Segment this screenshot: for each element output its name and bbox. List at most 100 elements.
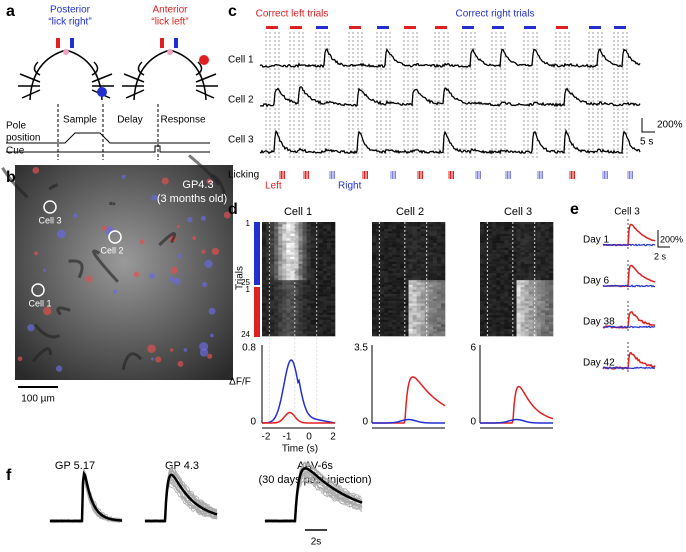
- heatmap-cell: [372, 291, 377, 295]
- heatmap-cell: [318, 312, 324, 316]
- heatmap-cell: [274, 331, 279, 334]
- heatmap-cell: [408, 298, 413, 302]
- heatmap-cell: [496, 226, 501, 230]
- heatmap-cell: [408, 280, 413, 283]
- heatmap-cell: [318, 261, 324, 265]
- heatmap-cell: [504, 287, 509, 290]
- heatmap-cell: [376, 238, 381, 241]
- heatmap-cell: [302, 305, 307, 309]
- heatmap-cell: [548, 298, 554, 302]
- heatmap-cell: [318, 305, 324, 309]
- heatmap-cell: [500, 231, 505, 234]
- heatmap-cell: [408, 277, 413, 281]
- heatmap-cell: [480, 294, 485, 297]
- heatmap-cell: [516, 228, 521, 232]
- heatmap-cell: [440, 315, 446, 318]
- heatmap-cell: [282, 252, 287, 255]
- heatmap-cell: [282, 322, 287, 325]
- heatmap-cell: [270, 317, 275, 321]
- trial-bar: [316, 26, 328, 29]
- heatmap-cell: [492, 324, 497, 327]
- heatmap-cell: [440, 270, 446, 274]
- heatmap-cell: [376, 277, 381, 281]
- heatmap-cell: [508, 254, 513, 258]
- heatmap-cell: [432, 298, 438, 302]
- heatmap-cell: [484, 303, 489, 307]
- heatmap-cell: [266, 298, 271, 302]
- heatmap-cell: [384, 233, 389, 237]
- heatmap-cell: [392, 322, 397, 325]
- heatmap-cell: [412, 305, 417, 309]
- heatmap-cell: [480, 254, 485, 258]
- heatmap-cell: [520, 245, 525, 248]
- heatmap-cell: [508, 270, 513, 274]
- heatmap-cell: [380, 305, 385, 309]
- heatmap-cell: [548, 222, 554, 225]
- heatmap-cell: [408, 301, 413, 304]
- heatmap-cell: [432, 273, 438, 276]
- heatmap-cell: [528, 263, 534, 267]
- heatmap-cell: [536, 298, 542, 302]
- heatmap-cell: [540, 284, 546, 288]
- heatmap-cell: [536, 231, 542, 234]
- heatmap-cell: [400, 249, 405, 253]
- heatmap-cell: [412, 261, 417, 265]
- heatmap-cell: [384, 275, 389, 279]
- heatmap-cell: [266, 273, 271, 276]
- heatmap-cell: [432, 282, 438, 286]
- heatmap-cell: [496, 224, 501, 227]
- heatmap-cell: [480, 275, 485, 279]
- heatmap-cell: [424, 315, 430, 318]
- heatmap-cell: [274, 242, 279, 246]
- heatmap-cell: [310, 254, 316, 258]
- heatmap-cell: [484, 315, 489, 318]
- heatmap-cell: [484, 266, 489, 269]
- heatmap-cell: [488, 287, 493, 290]
- heatmap-cell: [388, 273, 393, 276]
- heatmap-cell: [384, 252, 389, 255]
- heatmap-cell: [504, 326, 509, 330]
- heatmap-cell: [488, 268, 493, 272]
- vessel: [158, 232, 176, 247]
- heatmap-cell: [512, 266, 517, 269]
- heatmap-cell: [424, 303, 430, 307]
- heatmap-cell: [388, 275, 393, 279]
- heatmap-cell: [524, 252, 529, 255]
- heatmap-cell: [400, 254, 405, 258]
- heatmap-cell: [266, 256, 271, 260]
- heatmap-cell: [424, 275, 430, 279]
- heatmap-cell: [536, 322, 542, 325]
- heatmap-cell: [330, 270, 336, 274]
- heatmap-cell: [548, 226, 554, 230]
- cell-body: [206, 178, 212, 184]
- heatmap-cell: [330, 259, 336, 262]
- heatmap-cell: [480, 312, 485, 316]
- trial-tick: 1: [246, 285, 251, 294]
- heatmap-cell: [298, 331, 303, 334]
- heatmap-cell: [262, 273, 267, 276]
- heatmap-cell: [500, 287, 505, 290]
- heatmap-cell: [314, 252, 320, 255]
- heatmap-cell: [384, 333, 389, 337]
- heatmap-cell: [274, 324, 279, 327]
- heatmap-cell: [408, 261, 413, 265]
- heatmap-cell: [488, 322, 493, 325]
- left-label: Left: [265, 181, 282, 192]
- heatmap-cell: [420, 249, 426, 253]
- heatmap-cell: [548, 324, 554, 327]
- heatmap-cell: [396, 245, 401, 248]
- heatmap-cell: [488, 305, 493, 309]
- heatmap-cell: [412, 312, 417, 316]
- heatmap-cell: [322, 268, 328, 272]
- heatmap-cell: [524, 270, 529, 274]
- heatmap-cell: [520, 301, 525, 304]
- heatmap-cell: [400, 252, 405, 255]
- heatmap-cell: [286, 254, 291, 258]
- heatmap-cell: [290, 231, 295, 234]
- heatmap-cell: [416, 312, 421, 316]
- heatmap-cell: [424, 268, 430, 272]
- heatmap-cell: [516, 252, 521, 255]
- heatmap-cell: [322, 326, 328, 330]
- heatmap-cell: [380, 282, 385, 286]
- heatmap-cell: [420, 259, 426, 262]
